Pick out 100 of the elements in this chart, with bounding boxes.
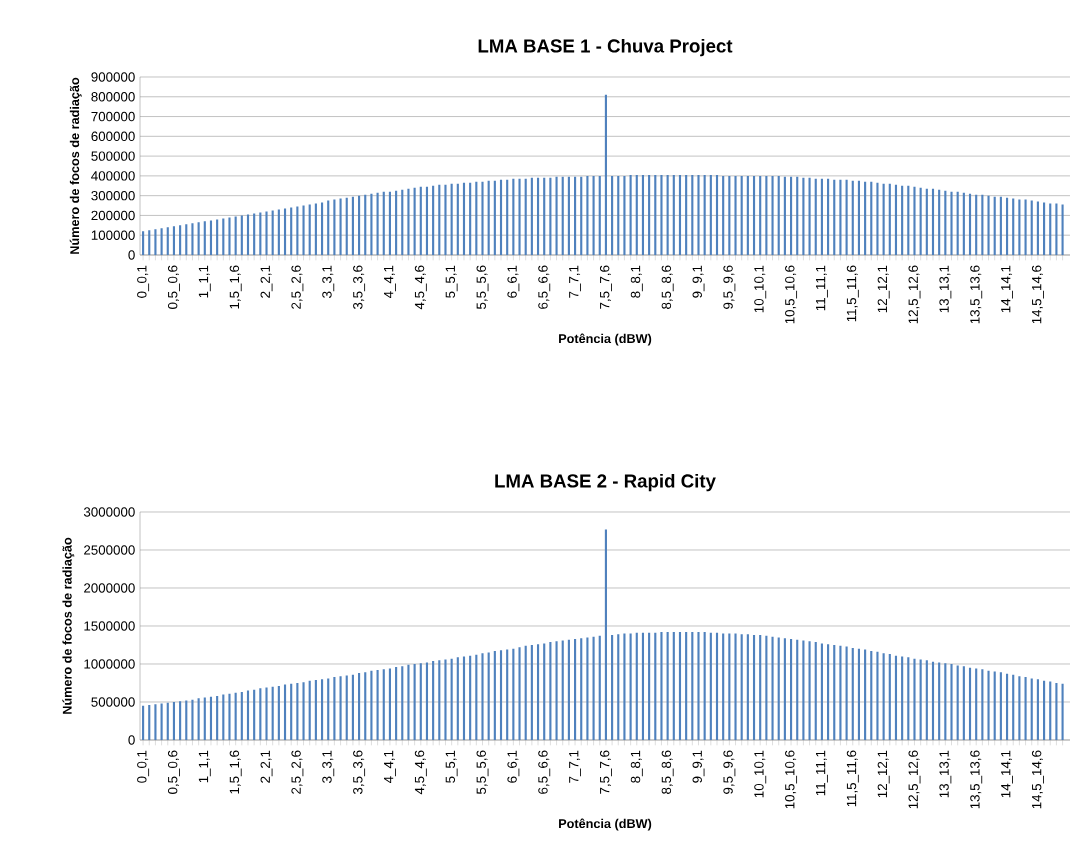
bar	[796, 176, 799, 255]
x-tick-label: 10,5_10,6	[785, 265, 798, 324]
bar	[277, 686, 280, 740]
bar	[703, 632, 706, 740]
bar	[962, 666, 965, 740]
bar	[956, 665, 959, 740]
bar	[1030, 200, 1033, 255]
bar	[752, 635, 756, 740]
x-tick-label: 3,5_3,6	[353, 265, 366, 310]
bar	[561, 176, 564, 255]
bar	[425, 662, 429, 740]
x-tick-label: 7_7,1	[569, 265, 581, 298]
bar	[283, 208, 287, 255]
bar	[697, 632, 700, 740]
bar	[931, 661, 935, 740]
bar	[820, 178, 823, 255]
bar	[1036, 201, 1039, 255]
bar	[777, 637, 780, 740]
bar	[870, 181, 873, 255]
bar	[925, 188, 928, 255]
y-axis-title: Número de focos de radiação	[69, 77, 82, 254]
x-tick-label: 11_11,1	[816, 265, 828, 311]
bar	[987, 195, 990, 255]
bar	[746, 175, 749, 255]
bar	[265, 687, 268, 740]
bar	[475, 654, 478, 740]
bar	[814, 641, 817, 740]
bar	[345, 197, 348, 255]
bar	[197, 698, 200, 740]
bar	[629, 633, 632, 740]
bar	[327, 200, 330, 255]
bar	[580, 638, 583, 740]
bar	[919, 659, 922, 740]
bar	[808, 177, 811, 255]
bar	[635, 174, 638, 255]
bar	[388, 668, 391, 740]
bar	[154, 704, 157, 740]
bar	[351, 674, 354, 740]
x-tick-label: 0,5_0,6	[167, 265, 180, 309]
bar	[506, 649, 509, 740]
bar	[623, 633, 626, 740]
bar	[191, 223, 194, 255]
bar	[320, 202, 324, 255]
bar	[857, 648, 861, 740]
x-tick-label: 6,5_6,6	[538, 265, 551, 309]
bar	[777, 175, 780, 255]
x-tick-label: 9,5_9,6	[723, 265, 736, 309]
bar	[1049, 203, 1052, 255]
x-tick-label: 3_3,1	[322, 750, 335, 783]
bar	[376, 192, 379, 255]
y-tick-label: 700000	[91, 111, 135, 122]
bar	[179, 701, 182, 740]
bar	[845, 179, 848, 255]
bar	[759, 635, 762, 740]
bar	[820, 643, 823, 740]
bar	[450, 658, 453, 740]
bar	[265, 211, 268, 255]
bar	[882, 653, 885, 740]
bar	[172, 226, 176, 255]
bar	[962, 192, 965, 255]
y-tick-label: 1000000	[84, 659, 135, 669]
bar	[709, 174, 712, 255]
bar	[370, 193, 373, 255]
bar	[407, 664, 410, 740]
bar	[987, 670, 990, 740]
bar	[432, 185, 435, 255]
bar	[395, 667, 398, 740]
bar	[493, 651, 496, 740]
bar	[228, 217, 231, 255]
x-tick-label: 8_8,1	[630, 265, 643, 298]
bar	[641, 174, 645, 255]
bar	[574, 176, 577, 255]
bar	[722, 175, 725, 255]
x-tick-label: 10_10,1	[754, 265, 767, 313]
bar	[512, 648, 515, 740]
bar	[469, 182, 472, 255]
bar	[216, 219, 219, 255]
bar	[734, 175, 737, 255]
bar	[851, 180, 854, 255]
bar	[438, 184, 441, 255]
bar	[981, 669, 984, 740]
bar	[617, 634, 620, 740]
bar	[413, 187, 416, 255]
bar	[771, 636, 774, 740]
bar	[839, 179, 842, 255]
bar	[142, 231, 145, 255]
bar	[320, 679, 324, 740]
y-tick-label: 3000000	[83, 507, 135, 517]
bar	[240, 215, 243, 255]
bar	[296, 682, 299, 740]
x-tick-label: 4_4,1	[384, 265, 396, 299]
bar	[975, 194, 978, 255]
x-tick-label: 12,5_12,6	[908, 265, 921, 324]
bar	[913, 658, 916, 740]
bar	[617, 175, 620, 255]
y-tick-label: 300000	[91, 190, 135, 201]
bar	[487, 652, 490, 740]
bar	[148, 705, 151, 740]
bar	[660, 174, 663, 255]
bar	[160, 228, 163, 255]
